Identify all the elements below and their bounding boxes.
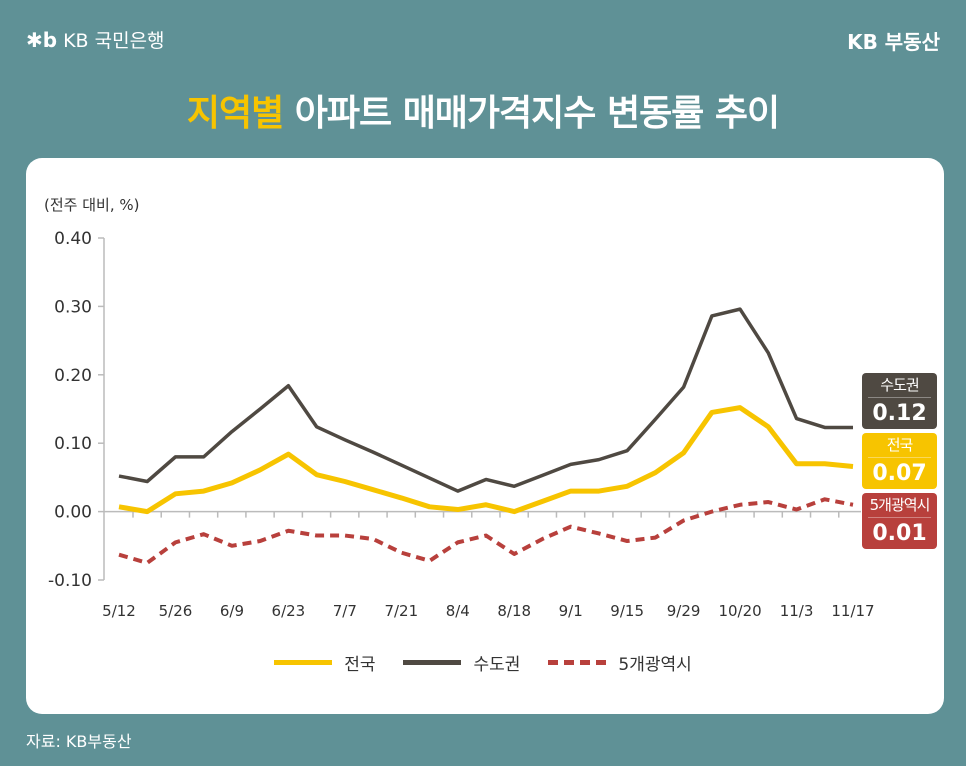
legend-item-capital: 수도권	[403, 650, 520, 675]
x-tick-label: 5/26	[159, 602, 193, 620]
end-labels: 수도권 0.12 전국 0.07 5개광역시 0.01	[862, 373, 937, 549]
x-tick-label: 11/3	[780, 602, 814, 620]
series-line-0	[118, 405, 854, 515]
legend-item-national: 전국	[274, 650, 375, 675]
legend-label: 전국	[344, 655, 376, 675]
legend: 전국 수도권 5개광역시	[0, 650, 966, 675]
kb-star-icon: ✱b	[26, 27, 58, 52]
source-note: 자료: KB부동산	[26, 732, 132, 751]
y-tick-label: 0.10	[54, 434, 92, 454]
x-tick-label: 7/21	[384, 602, 418, 620]
x-tick-label: 9/1	[559, 602, 583, 620]
series-line-1	[118, 307, 853, 493]
kb-kookmin-logo: ✱b KB 국민은행	[26, 26, 165, 53]
y-axis-unit: (전주 대비, %)	[44, 196, 140, 214]
x-tick-label: 7/7	[333, 602, 357, 620]
legend-item-metro5: 5개광역시	[548, 650, 692, 675]
end-label-name: 수도권	[868, 373, 931, 398]
y-tick-label: -0.10	[48, 571, 92, 591]
legend-swatch	[548, 660, 607, 665]
x-tick-label: 5/12	[102, 602, 136, 620]
x-tick-label: 10/20	[718, 602, 761, 620]
end-label-value: 0.07	[872, 461, 927, 486]
y-tick-label: 0.40	[54, 229, 92, 249]
x-tick-label: 8/4	[446, 602, 470, 620]
end-label-value: 0.01	[872, 521, 927, 546]
end-label-name: 5개광역시	[868, 493, 931, 518]
title-highlight: 지역별	[186, 93, 284, 134]
x-tick-label: 6/23	[272, 602, 306, 620]
legend-swatch	[274, 660, 333, 665]
legend-swatch	[403, 660, 462, 665]
x-tick-label: 9/29	[667, 602, 701, 620]
series-line-2	[118, 497, 854, 565]
page-title: 지역별 아파트 매매가격지수 변동률 추이	[0, 84, 966, 136]
logo-text: KB 국민은행	[63, 30, 165, 52]
end-label-national: 전국 0.07	[862, 433, 937, 489]
x-tick-label: 11/17	[831, 602, 874, 620]
end-label-value: 0.12	[872, 401, 927, 426]
x-tick-label: 6/9	[220, 602, 244, 620]
x-tick-label: 8/18	[497, 602, 531, 620]
legend-label: 수도권	[473, 655, 521, 675]
legend-label: 5개광역시	[618, 655, 692, 675]
brand: KB 부동산	[847, 30, 940, 54]
title-rest: 아파트 매매가격지수 변동률 추이	[283, 93, 780, 134]
end-label-name: 전국	[868, 433, 931, 458]
x-tick-label: 9/15	[610, 602, 644, 620]
end-label-capital: 수도권 0.12	[862, 373, 937, 429]
y-tick-label: 0.20	[54, 366, 92, 386]
y-tick-label: 0.30	[54, 297, 92, 317]
y-tick-label: 0.00	[54, 503, 92, 523]
chart-card	[26, 158, 944, 714]
end-label-metro5: 5개광역시 0.01	[862, 493, 937, 549]
